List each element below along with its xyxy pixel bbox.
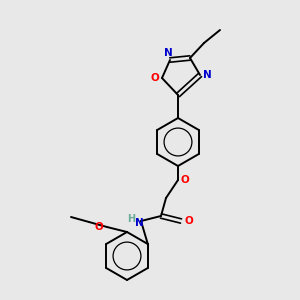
- Text: O: O: [181, 175, 189, 185]
- Text: N: N: [164, 48, 172, 58]
- Text: O: O: [184, 216, 194, 226]
- Text: O: O: [94, 222, 103, 232]
- Text: N: N: [202, 70, 211, 80]
- Text: H: H: [127, 214, 135, 224]
- Text: O: O: [151, 73, 159, 83]
- Text: N: N: [135, 218, 143, 228]
